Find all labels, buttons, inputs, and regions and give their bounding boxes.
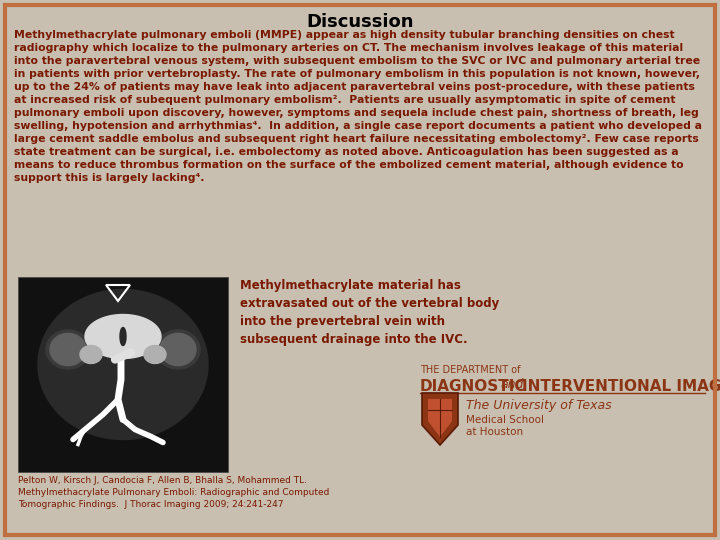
Polygon shape bbox=[46, 330, 90, 369]
Polygon shape bbox=[120, 327, 126, 346]
Polygon shape bbox=[428, 399, 452, 437]
Polygon shape bbox=[144, 346, 166, 363]
Polygon shape bbox=[80, 346, 102, 363]
Text: INTERVENTIONAL IMAGING: INTERVENTIONAL IMAGING bbox=[522, 379, 720, 394]
Polygon shape bbox=[156, 330, 200, 369]
Text: Discussion: Discussion bbox=[306, 13, 414, 31]
Text: at Houston: at Houston bbox=[466, 427, 523, 437]
Text: and: and bbox=[500, 378, 523, 391]
Text: Medical School: Medical School bbox=[466, 415, 544, 425]
Text: Methylmethacrylate pulmonary emboli (MMPE) appear as high density tubular branch: Methylmethacrylate pulmonary emboli (MMP… bbox=[14, 30, 702, 184]
Polygon shape bbox=[50, 333, 86, 366]
Polygon shape bbox=[38, 289, 208, 440]
Bar bbox=[18, 277, 228, 472]
Polygon shape bbox=[422, 393, 458, 445]
Polygon shape bbox=[160, 333, 196, 366]
Polygon shape bbox=[85, 314, 161, 359]
Text: The University of Texas: The University of Texas bbox=[466, 399, 611, 412]
Text: Pelton W, Kirsch J, Candocia F, Allen B, Bhalla S, Mohammed TL.
Methylmethacryla: Pelton W, Kirsch J, Candocia F, Allen B,… bbox=[18, 476, 329, 509]
Text: DIAGNOSTIC: DIAGNOSTIC bbox=[420, 379, 526, 394]
Text: Methylmethacrylate material has
extravasated out of the vertebral body
into the : Methylmethacrylate material has extravas… bbox=[240, 279, 499, 346]
Text: THE DEPARTMENT of: THE DEPARTMENT of bbox=[420, 365, 521, 375]
